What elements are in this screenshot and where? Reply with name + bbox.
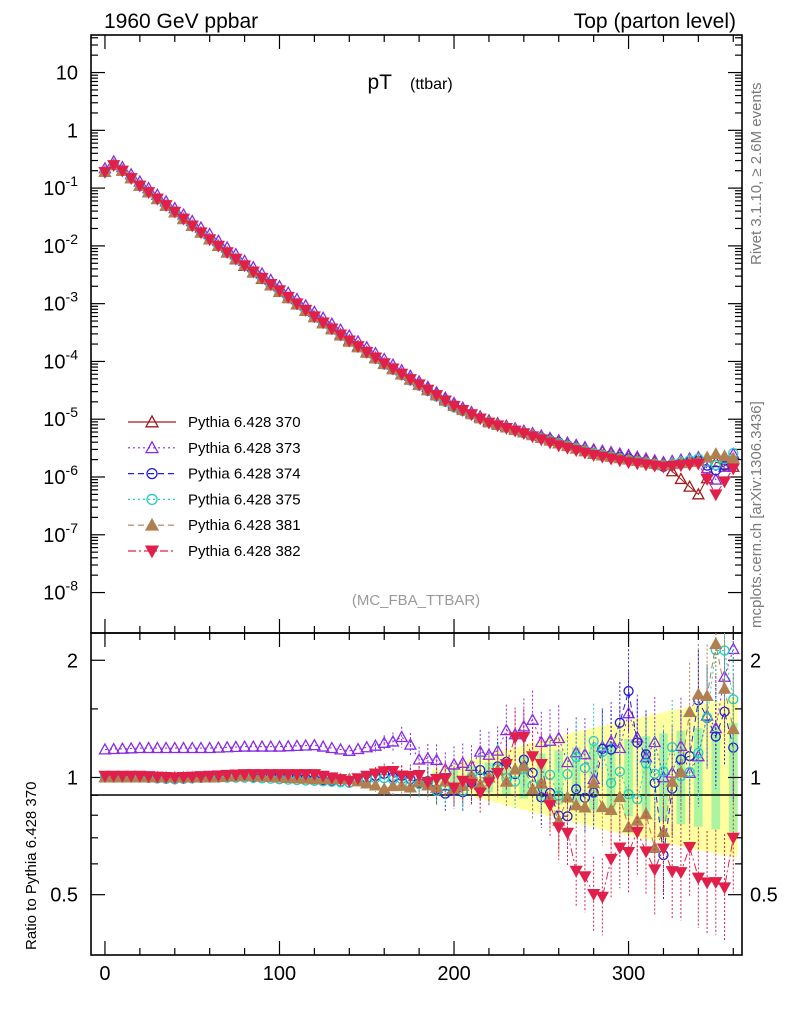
ratio-data-point [606,855,617,865]
legend-marker [146,442,158,453]
plot-title: pT [367,71,392,94]
energy-label: 1960 GeV ppbar [104,10,258,33]
main-y-tick-label: 10-5 [43,404,78,431]
rivet-version-label: Rivet 3.1.10, ≥ 2.6M events [748,83,765,266]
legend-label: Pythia 6.428 374 [188,466,301,483]
legend-label: Pythia 6.428 381 [188,517,301,534]
ratio-data-point [623,848,634,858]
ratio-y-tick-label-right: 1 [750,767,761,789]
ratio-y-tick-label-right: 2 [750,650,761,672]
legend-label: Pythia 6.428 382 [188,543,301,560]
ratio-data-point [719,683,730,693]
ratio-data-point [562,828,573,838]
ratio-data-point [649,865,660,875]
legend-entry: Pythia 6.428 374 [128,466,301,483]
legend-entry: Pythia 6.428 382 [128,543,301,560]
legend-entry: Pythia 6.428 373 [128,440,301,457]
main-y-tick-label: 10-7 [43,520,78,547]
main-y-tick-label: 10-8 [43,578,78,605]
main-y-tick-label: 10-3 [43,289,78,316]
ratio-y-axis-label: Ratio to Pythia 6.428 370 [23,782,40,950]
legend-entry: Pythia 6.428 370 [128,414,301,431]
x-axis: 0 100 200 300 [99,35,733,985]
ratio-data-point [719,883,730,893]
x-tick-label: 300 [612,963,645,985]
ratio-data-point [579,872,590,882]
x-tick-label: 200 [437,963,470,985]
analysis-tag: (MC_FBA_TTBAR) [352,592,480,609]
main-y-tick-label: 1 [67,120,78,142]
ratio-data-point [597,892,608,902]
ratio-data-point [675,868,686,878]
legend-label: Pythia 6.428 375 [188,491,301,508]
ratio-y-tick-label: 0.5 [50,885,78,907]
legend-entry: Pythia 6.428 375 [128,491,301,508]
ratio-plot: 2 2 1 1 0.5 0.5 Ratio to Pythia 6.428 370 [23,633,778,955]
ratio-data-point [710,638,721,648]
main-y-axis: 10 1 10-1 10-2 10-3 10-4 10-5 10-6 10-7 10-8 [43,38,742,605]
legend-label: Pythia 6.428 373 [188,440,301,457]
main-plot: pT (ttbar) (MC_FBA_TTBAR) 10 1 10-1 10-2 10-… [43,35,742,633]
ratio-data-point [702,690,713,700]
main-data-point [710,449,721,459]
x-tick-label: 0 [99,963,110,985]
legend-marker [146,519,158,530]
plot-title-sub: (ttbar) [410,76,453,93]
mcplots-label: mcplots.cern.ch [arXiv:1306.3436] [748,401,765,628]
main-y-tick-label: 10 [56,63,78,85]
legend: Pythia 6.428 370 Pythia 6.428 373 Pythia 6… [128,414,301,560]
legend-entry: Pythia 6.428 381 [128,517,301,534]
process-label: Top (parton level) [574,10,736,33]
main-series-2 [99,156,738,484]
legend-label: Pythia 6.428 370 [188,414,301,431]
ratio-y-tick-label: 2 [67,650,78,672]
main-y-tick-label: 10-4 [43,346,78,373]
ratio-y-tick-label: 1 [67,767,78,789]
ratio-y-tick-label-right: 0.5 [750,885,778,907]
main-y-tick-label: 10-2 [43,231,78,258]
main-series-line [105,161,733,479]
ratio-data-point [693,689,704,699]
main-y-tick-label: 10-6 [43,462,78,489]
x-tick-label: 100 [263,963,296,985]
main-data-point [710,490,721,500]
main-y-tick-label: 10-1 [43,173,78,200]
